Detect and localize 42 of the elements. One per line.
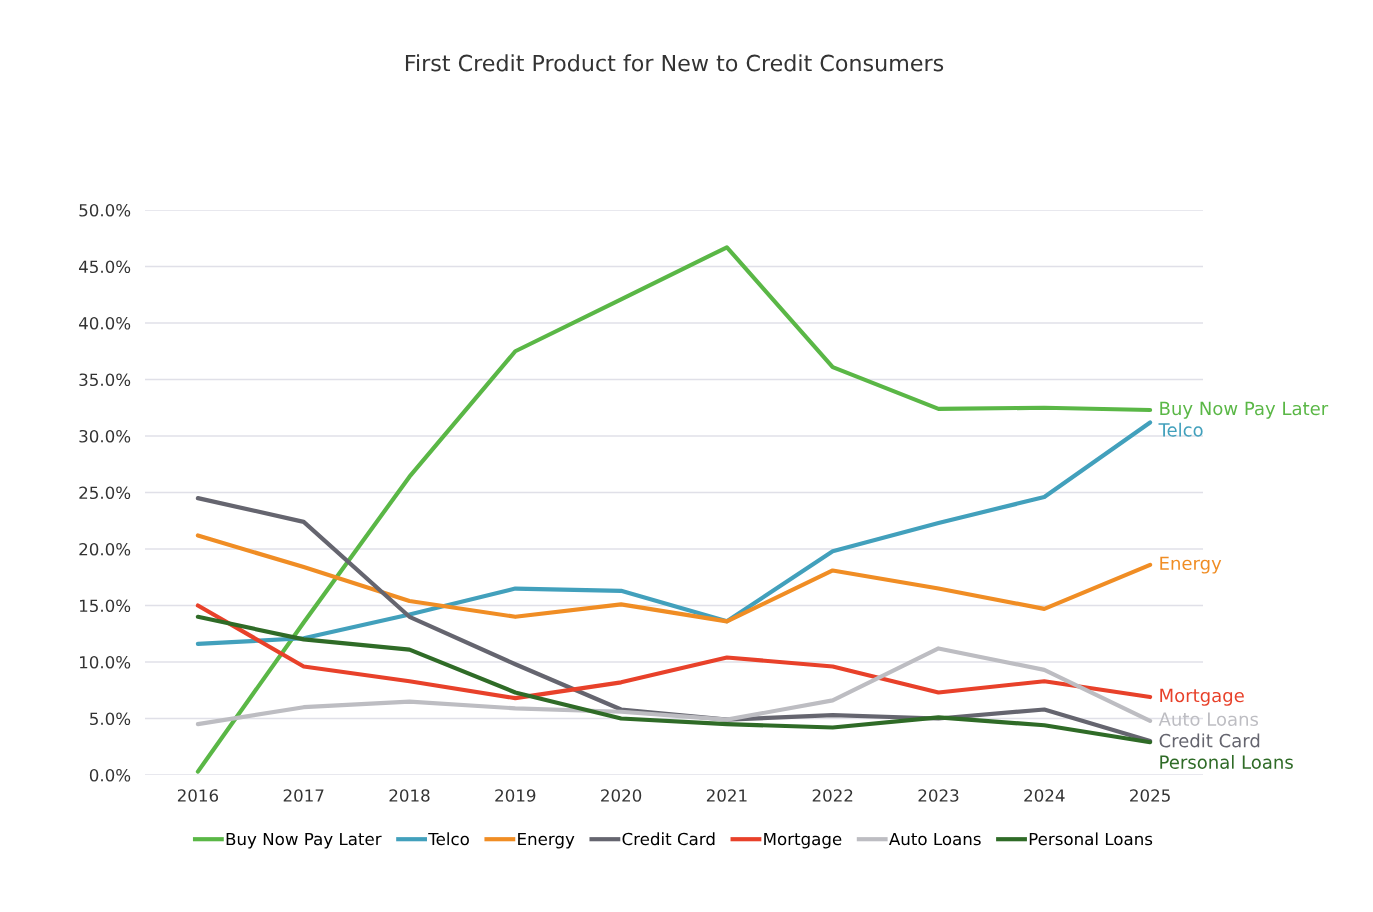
text: Buy Now Pay Later <box>1160 401 1329 419</box>
x-tick-label: 2016 <box>177 789 219 802</box>
text: Energy <box>1160 556 1222 574</box>
line-series <box>195 420 1153 647</box>
legend-label: Auto Loans <box>889 832 981 846</box>
line-series <box>195 614 1153 745</box>
text: Personal Loans <box>1160 754 1293 769</box>
y-tick-label: 5.0% <box>90 712 131 726</box>
x-tick-label: 2017 <box>283 789 324 802</box>
legend-label: Telco <box>428 832 469 846</box>
x-tick-label: 2022 <box>812 789 853 802</box>
y-tick-label: 35.0% <box>79 373 131 387</box>
x-tick-label: 2025 <box>1130 789 1170 802</box>
y-tick-label: 40.0% <box>78 316 131 330</box>
y-tick-label: 20.0% <box>79 542 131 556</box>
text: Credit Card <box>1159 733 1260 748</box>
x-tick-label: 2024 <box>1024 789 1065 802</box>
x-tick-label: 2021 <box>706 789 747 802</box>
text: Telco <box>1158 422 1203 437</box>
x-tick-label: 2023 <box>918 789 959 802</box>
legend-label: Mortgage <box>764 832 842 849</box>
line-series <box>195 245 1153 774</box>
text: Mortgage <box>1160 688 1244 706</box>
y-tick-label: 30.0% <box>79 429 131 443</box>
x-tick-label: 2018 <box>389 789 430 802</box>
y-tick-label: 45.0% <box>78 260 131 274</box>
chart-title: First Credit Product for New to Credit Consumers <box>405 54 944 72</box>
line-series <box>195 603 1153 701</box>
y-tick-label: 50.0% <box>79 203 131 217</box>
x-tick-label: 2020 <box>601 789 642 802</box>
x-tick-label: 2019 <box>495 789 536 802</box>
y-tick-label: 0.0% <box>89 768 131 782</box>
legend-label: Energy <box>518 832 575 849</box>
line-series <box>195 646 1153 727</box>
y-tick-label: 15.0% <box>80 599 131 613</box>
legend-label: Personal Loans <box>1029 832 1153 846</box>
y-tick-label: 25.0% <box>79 486 131 500</box>
text: Auto Loans <box>1158 712 1259 726</box>
legend-label: Credit Card <box>622 832 715 846</box>
y-tick-label: 10.0% <box>80 655 131 669</box>
legend-label: Buy Now Pay Later <box>226 832 382 849</box>
line-series <box>195 533 1153 624</box>
